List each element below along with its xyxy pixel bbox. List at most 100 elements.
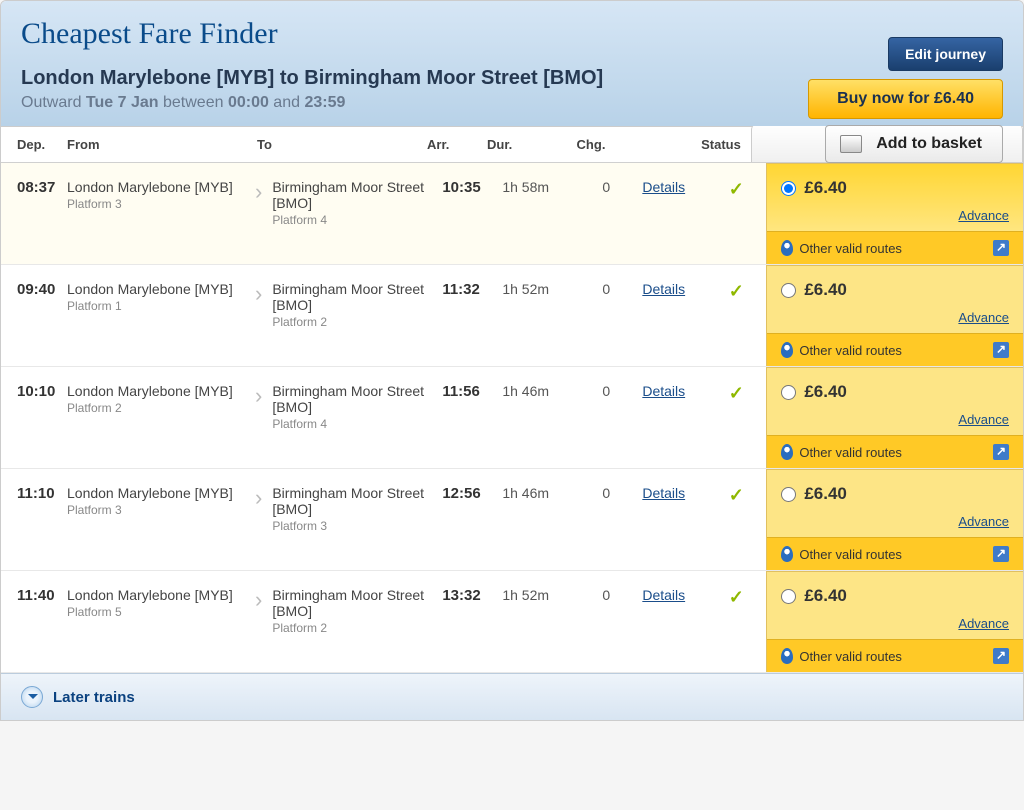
duration: 1h 52m <box>496 571 576 672</box>
duration: 1h 52m <box>496 265 576 366</box>
chevron-right-icon: › <box>251 265 266 366</box>
edit-journey-button[interactable]: Edit journey <box>888 37 1003 71</box>
pin-icon <box>781 342 793 358</box>
other-routes-label: Other valid routes <box>799 649 902 664</box>
external-link-icon <box>993 546 1009 562</box>
add-to-basket-button[interactable]: Add to basket <box>825 125 1003 163</box>
fare-cell: £6.40 Advance Other valid routes <box>766 469 1023 570</box>
other-routes-button[interactable]: Other valid routes <box>767 537 1023 570</box>
from-platform: Platform 5 <box>67 605 245 619</box>
arrival-time: 10:35 <box>436 163 496 264</box>
col-header-status: Status <box>691 127 751 162</box>
col-header-from: From <box>61 127 251 162</box>
status-ok-icon: ✓ <box>729 485 744 505</box>
from-cell: London Marylebone [MYB] Platform 5 <box>61 571 251 672</box>
arrival-time: 11:56 <box>436 367 496 468</box>
arrival-time: 12:56 <box>436 469 496 570</box>
from-platform: Platform 1 <box>67 299 245 313</box>
to-station: Birmingham Moor Street [BMO] <box>272 383 430 415</box>
from-platform: Platform 3 <box>67 503 245 517</box>
fare-price: £6.40 <box>804 382 847 402</box>
advance-link[interactable]: Advance <box>781 310 1009 325</box>
other-routes-button[interactable]: Other valid routes <box>767 435 1023 468</box>
fare-option[interactable]: £6.40 <box>781 484 1009 504</box>
details-link[interactable]: Details <box>642 383 685 399</box>
advance-link[interactable]: Advance <box>781 616 1009 631</box>
fare-price: £6.40 <box>804 586 847 606</box>
departure-time: 11:10 <box>1 469 61 570</box>
changes: 0 <box>576 163 636 264</box>
fare-option[interactable]: £6.40 <box>781 178 1009 198</box>
advance-link[interactable]: Advance <box>781 412 1009 427</box>
pin-icon <box>781 444 793 460</box>
details-link[interactable]: Details <box>642 281 685 297</box>
later-trains-button[interactable]: Later trains <box>1 673 1023 720</box>
arrival-time: 11:32 <box>436 265 496 366</box>
to-cell: Birmingham Moor Street [BMO] Platform 2 <box>266 265 436 366</box>
later-trains-label: Later trains <box>53 689 135 706</box>
duration: 1h 46m <box>496 469 576 570</box>
pin-icon <box>781 240 793 256</box>
status-ok-icon: ✓ <box>729 281 744 301</box>
result-row: 10:10 London Marylebone [MYB] Platform 2 ›B… <box>1 367 1023 469</box>
details-link[interactable]: Details <box>642 587 685 603</box>
fare-radio[interactable] <box>781 181 796 196</box>
chevron-right-icon: › <box>251 367 266 468</box>
status-ok-icon: ✓ <box>729 179 744 199</box>
from-platform: Platform 3 <box>67 197 245 211</box>
advance-link[interactable]: Advance <box>781 514 1009 529</box>
to-cell: Birmingham Moor Street [BMO]Platform 3 <box>266 469 436 570</box>
outward-end: 23:59 <box>304 94 345 111</box>
fare-radio[interactable] <box>781 589 796 604</box>
arrival-time: 13:32 <box>436 571 496 672</box>
fare-radio[interactable] <box>781 487 796 502</box>
status-ok-icon: ✓ <box>729 587 744 607</box>
chevron-right-icon: › <box>251 163 266 264</box>
changes: 0 <box>576 367 636 468</box>
other-routes-button[interactable]: Other valid routes <box>767 333 1023 366</box>
result-row: 08:37London Marylebone [MYB]Platform 3›B… <box>1 163 1023 265</box>
fare-option[interactable]: £6.40 <box>781 382 1009 402</box>
from-station: London Marylebone [MYB] <box>67 281 245 297</box>
to-cell: Birmingham Moor Street [BMO]Platform 4 <box>266 163 436 264</box>
fare-radio[interactable] <box>781 385 796 400</box>
outward-prefix: Outward <box>21 94 86 111</box>
to-cell: Birmingham Moor Street [BMO]Platform 4 <box>266 367 436 468</box>
other-routes-button[interactable]: Other valid routes <box>767 639 1023 672</box>
to-platform: Platform 2 <box>272 315 430 329</box>
external-link-icon <box>993 648 1009 664</box>
other-routes-button[interactable]: Other valid routes <box>767 231 1023 264</box>
departure-time: 10:10 <box>1 367 61 468</box>
from-station: London Marylebone [MYB] <box>67 587 245 603</box>
external-link-icon <box>993 444 1009 460</box>
changes: 0 <box>576 265 636 366</box>
chevron-right-icon: › <box>251 571 266 672</box>
duration: 1h 46m <box>496 367 576 468</box>
to-station: Birmingham Moor Street [BMO] <box>272 281 430 313</box>
advance-link[interactable]: Advance <box>781 208 1009 223</box>
outward-date: Tue 7 Jan <box>86 94 159 111</box>
buy-now-button[interactable]: Buy now for £6.40 <box>808 79 1003 119</box>
from-cell: London Marylebone [MYB]Platform 3 <box>61 469 251 570</box>
from-platform: Platform 2 <box>67 401 245 415</box>
departure-time: 09:40 <box>1 265 61 366</box>
from-station: London Marylebone [MYB] <box>67 383 245 399</box>
col-header-to: To <box>251 127 421 162</box>
from-cell: London Marylebone [MYB]Platform 3 <box>61 163 251 264</box>
other-routes-label: Other valid routes <box>799 241 902 256</box>
details-link[interactable]: Details <box>642 485 685 501</box>
changes: 0 <box>576 469 636 570</box>
fare-option[interactable]: £6.40 <box>781 280 1009 300</box>
to-cell: Birmingham Moor Street [BMO]Platform 2 <box>266 571 436 672</box>
status-ok-icon: ✓ <box>729 383 744 403</box>
departure-time: 08:37 <box>1 163 61 264</box>
fare-option[interactable]: £6.40 <box>781 586 1009 606</box>
to-station: Birmingham Moor Street [BMO] <box>272 179 430 211</box>
chevron-right-icon: › <box>251 469 266 570</box>
external-link-icon <box>993 240 1009 256</box>
details-link[interactable]: Details <box>642 179 685 195</box>
fare-price: £6.40 <box>804 280 847 300</box>
col-header-dur: Dur. <box>481 127 561 162</box>
to-station: Birmingham Moor Street [BMO] <box>272 587 430 619</box>
fare-radio[interactable] <box>781 283 796 298</box>
